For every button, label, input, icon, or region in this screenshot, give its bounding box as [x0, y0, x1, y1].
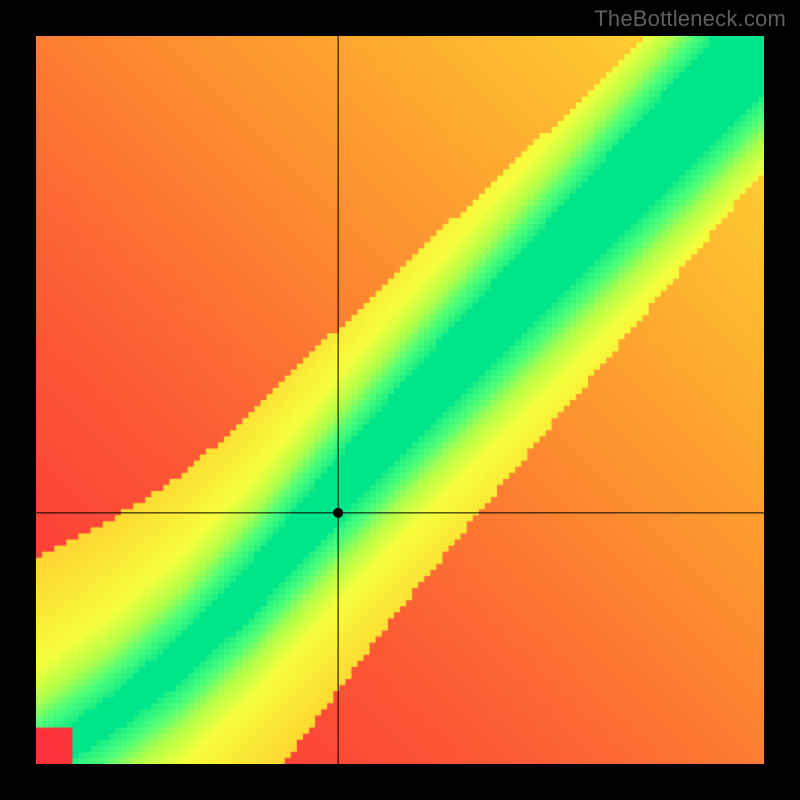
heatmap-canvas: [36, 36, 764, 764]
chart-container: TheBottleneck.com: [0, 0, 800, 800]
watermark-text: TheBottleneck.com: [594, 6, 786, 32]
